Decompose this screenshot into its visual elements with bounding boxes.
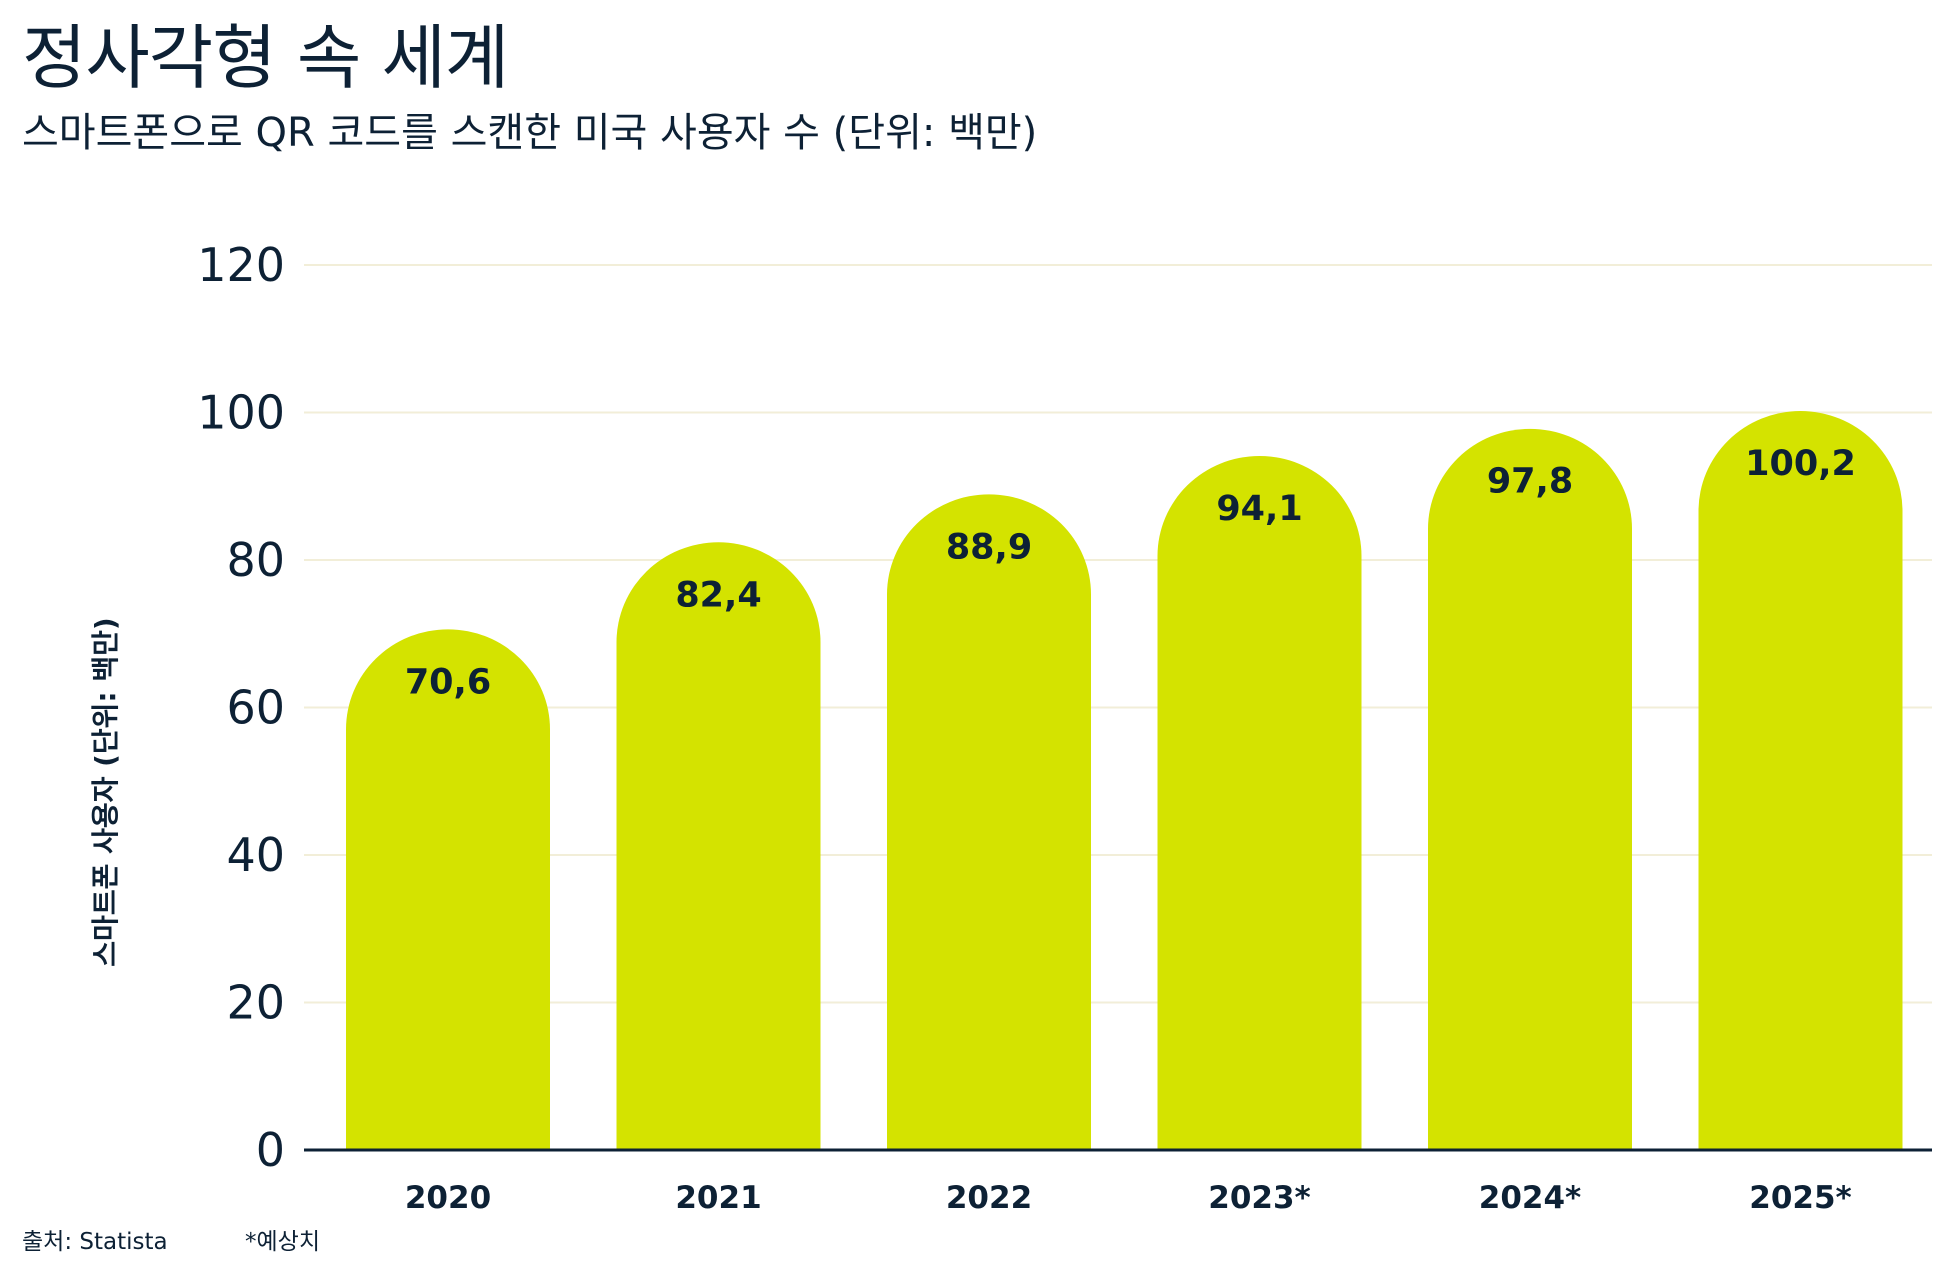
x-tick-label: 2020 [405,1180,491,1216]
x-tick-label: 2022 [946,1180,1032,1216]
data-label: 70,6 [405,662,491,702]
y-axis-label: 스마트폰 사용자 (단위: 백만) [89,617,122,966]
data-label: 94,1 [1216,489,1302,529]
bar [887,494,1091,1150]
x-tick-label: 2023* [1208,1180,1311,1216]
chart-subtitle: 스마트폰으로 QR 코드를 스캔한 미국 사용자 수 (단위: 백만) [22,110,1038,156]
bar [1428,428,1632,1150]
bar [1698,411,1903,1150]
x-tick-label: 2021 [675,1180,761,1216]
x-tick-label: 2025* [1749,1180,1852,1216]
y-tick-label: 120 [197,238,285,292]
x-tick-label: 2024* [1479,1180,1582,1216]
data-label: 100,2 [1745,444,1856,484]
bar [346,629,550,1150]
chart-title: 정사각형 속 세계 [22,17,509,99]
data-label: 82,4 [675,575,761,615]
source-note: 출처: Statista [22,1229,168,1255]
forecast-note: *예상치 [245,1229,320,1255]
data-label: 88,9 [946,527,1032,567]
y-tick-label: 40 [226,828,285,882]
y-tick-label: 20 [226,976,285,1030]
bar [1157,456,1362,1151]
bar [616,542,821,1150]
y-tick-label: 0 [256,1123,285,1177]
y-tick-label: 60 [226,681,285,735]
y-tick-label: 80 [226,533,285,587]
y-tick-label: 100 [197,386,285,440]
data-label: 97,8 [1487,462,1573,502]
